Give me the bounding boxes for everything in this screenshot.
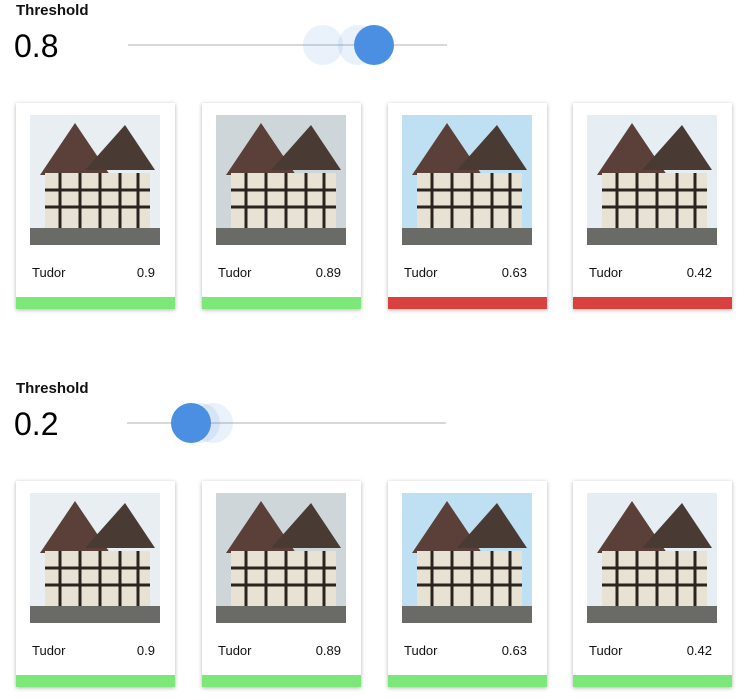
card-score: 0.42: [686, 643, 712, 658]
card-label: Tudor: [589, 643, 623, 658]
result-card: Tudor 0.89: [202, 103, 361, 309]
slider-track[interactable]: [127, 422, 446, 424]
card-label: Tudor: [404, 265, 438, 280]
card-label: Tudor: [32, 643, 66, 658]
house-image: [30, 493, 160, 623]
result-card: Tudor 0.63: [388, 481, 547, 687]
status-bar-pass: [573, 675, 732, 687]
card-score: 0.42: [686, 265, 712, 280]
status-bar-pass: [202, 297, 361, 309]
house-image: [402, 115, 532, 245]
slider-halo: [302, 25, 343, 65]
status-bar-pass: [202, 675, 361, 687]
slider-thumb[interactable]: [170, 403, 211, 443]
result-card: Tudor 0.9: [16, 481, 175, 687]
threshold-slider[interactable]: [128, 25, 447, 65]
house-image: [30, 115, 160, 245]
card-score: 0.89: [315, 265, 341, 280]
threshold-panel-1: Threshold 0.8 Tudor 0.9 Tudor 0.89: [0, 0, 748, 320]
slider-thumb[interactable]: [353, 25, 394, 65]
house-image: [216, 115, 346, 245]
house-image: [216, 493, 346, 623]
result-card: Tudor 0.42: [573, 481, 732, 687]
card-score: 0.89: [315, 643, 341, 658]
slider-track[interactable]: [128, 44, 447, 46]
result-card: Tudor 0.42: [573, 103, 732, 309]
threshold-label: Threshold: [16, 2, 89, 19]
card-label: Tudor: [404, 643, 438, 658]
threshold-label: Threshold: [16, 380, 89, 397]
card-score: 0.9: [136, 643, 155, 658]
card-label: Tudor: [589, 265, 623, 280]
status-bar-pass: [16, 675, 175, 687]
card-score: 0.9: [136, 265, 155, 280]
status-bar-pass: [388, 675, 547, 687]
house-image: [402, 493, 532, 623]
card-label: Tudor: [218, 265, 252, 280]
threshold-value: 0.8: [14, 28, 59, 64]
threshold-panel-2: Threshold 0.2 Tudor 0.9 Tudor 0.89: [0, 378, 748, 698]
threshold-slider[interactable]: [127, 403, 446, 443]
house-image: [587, 493, 717, 623]
status-bar-fail: [388, 297, 547, 309]
card-score: 0.63: [501, 643, 527, 658]
result-card: Tudor 0.9: [16, 103, 175, 309]
house-image: [587, 115, 717, 245]
result-card: Tudor 0.63: [388, 103, 547, 309]
card-score: 0.63: [501, 265, 527, 280]
status-bar-fail: [573, 297, 732, 309]
threshold-value: 0.2: [14, 406, 59, 442]
card-label: Tudor: [218, 643, 252, 658]
card-label: Tudor: [32, 265, 66, 280]
status-bar-pass: [16, 297, 175, 309]
result-card: Tudor 0.89: [202, 481, 361, 687]
